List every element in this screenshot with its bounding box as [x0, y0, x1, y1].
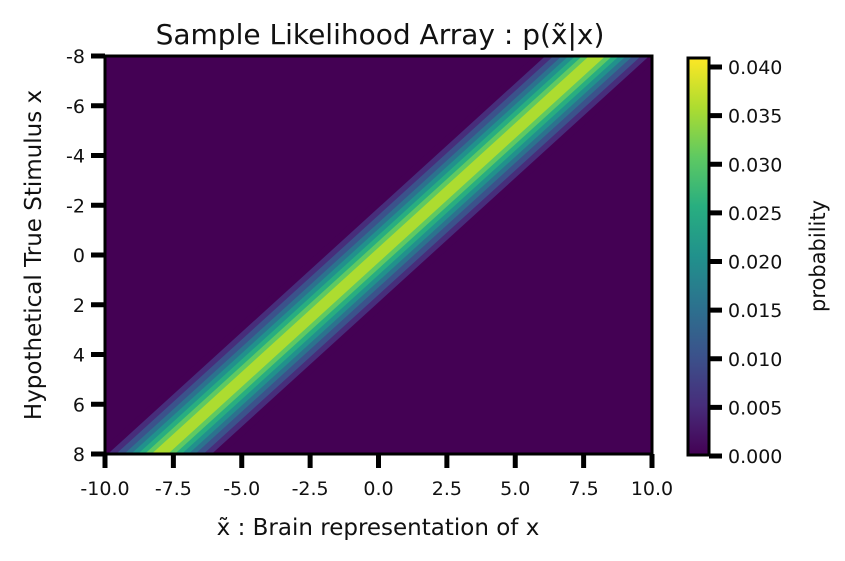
- colorbar-tick-label: 0.015: [728, 300, 782, 322]
- colorbar-tick-label: 0.040: [728, 57, 782, 79]
- y-tick-label: -8: [66, 46, 85, 68]
- colorbar-tick-label: 0.005: [728, 397, 782, 419]
- y-tick-label: -2: [66, 195, 85, 217]
- x-tick-label: -2.5: [292, 478, 329, 500]
- colorbar-tick-label: 0.000: [728, 446, 782, 468]
- x-axis-label: x̃ : Brain representation of x: [217, 515, 540, 541]
- x-tick-label: 10.0: [631, 478, 673, 500]
- heatmap-plot-area: [103, 54, 654, 456]
- y-axis-label: Hypothetical True Stimulus x: [21, 90, 47, 420]
- x-tick-label: 7.5: [569, 478, 599, 500]
- y-tick-label: 8: [73, 444, 85, 466]
- y-tick-label: 6: [73, 394, 85, 416]
- y-tick-label: 0: [73, 245, 85, 267]
- y-tick-label: 2: [73, 295, 85, 317]
- likelihood-band-level: [151, 56, 606, 454]
- colorbar-tick-label: 0.035: [728, 106, 782, 128]
- x-tick-label: 5.0: [500, 478, 530, 500]
- x-axis: -10.0 -7.5 -5.0 -2.5 0.0 2.5 5.0 7.5 10.0: [80, 454, 673, 500]
- x-tick-label: 2.5: [432, 478, 462, 500]
- colorbar-tick-label: 0.020: [728, 252, 782, 274]
- x-tick-label: -5.0: [223, 478, 260, 500]
- colorbar-tick-label: 0.025: [728, 203, 782, 225]
- colorbar-gradient: [686, 56, 711, 457]
- likelihood-band-level: [159, 56, 598, 454]
- colorbar-tick-label: 0.010: [728, 349, 782, 371]
- colorbar: 0.040 0.035 0.030 0.025 0.020 0.015 0.010 0.005…: [686, 56, 830, 468]
- x-tick-label: 0.0: [363, 478, 393, 500]
- colorbar-tick-label: 0.030: [728, 154, 782, 176]
- x-tick-label: -10.0: [80, 478, 129, 500]
- x-tick-label: -7.5: [155, 478, 192, 500]
- chart-title: Sample Likelihood Array : p(x̃|x): [156, 18, 605, 51]
- y-axis: -8 -6 -4 -2 0 2 4 6 8: [66, 46, 105, 466]
- colorbar-label: probability: [806, 200, 830, 312]
- y-tick-label: 4: [73, 345, 85, 367]
- colorbar-ticks: 0.040 0.035 0.030 0.025 0.020 0.015 0.010 0.005…: [709, 57, 782, 468]
- y-tick-label: -6: [66, 96, 85, 118]
- y-tick-label: -4: [66, 146, 85, 168]
